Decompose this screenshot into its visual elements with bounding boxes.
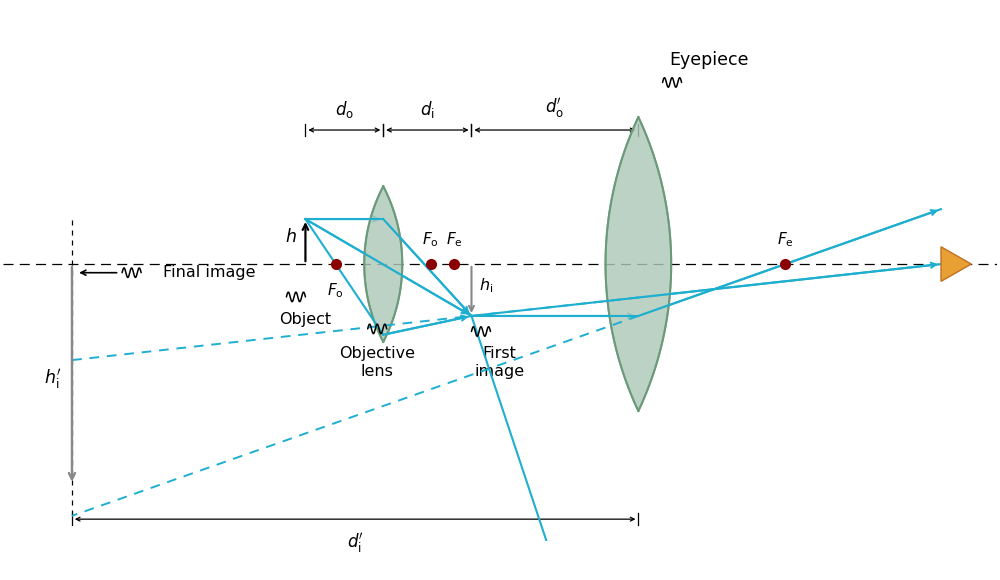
- Text: $d_\mathrm{o}'$: $d_\mathrm{o}'$: [545, 96, 564, 119]
- Text: $h_\mathrm{i}$: $h_\mathrm{i}$: [479, 277, 493, 295]
- Text: $d_\mathrm{i}$: $d_\mathrm{i}$: [420, 99, 435, 119]
- Text: Eyepiece: Eyepiece: [670, 52, 749, 70]
- Polygon shape: [364, 186, 402, 342]
- Text: $h$: $h$: [285, 229, 297, 246]
- Text: $h_\mathrm{i}'$: $h_\mathrm{i}'$: [44, 367, 62, 391]
- Polygon shape: [941, 246, 971, 281]
- Text: $F_\mathrm{o}$: $F_\mathrm{o}$: [422, 231, 439, 249]
- Text: First
image: First image: [474, 346, 524, 379]
- Text: Object: Object: [279, 311, 331, 327]
- Polygon shape: [605, 117, 671, 411]
- Text: Final image: Final image: [163, 265, 255, 280]
- Text: $F_\mathrm{e}$: $F_\mathrm{e}$: [777, 231, 794, 249]
- Text: $F_\mathrm{o}$: $F_\mathrm{o}$: [327, 281, 344, 300]
- Text: Objective
lens: Objective lens: [339, 346, 415, 379]
- Text: $d_\mathrm{i}'$: $d_\mathrm{i}'$: [347, 531, 364, 555]
- Text: $d_\mathrm{o}$: $d_\mathrm{o}$: [335, 99, 354, 119]
- Text: $F_\mathrm{e}$: $F_\mathrm{e}$: [446, 231, 463, 249]
